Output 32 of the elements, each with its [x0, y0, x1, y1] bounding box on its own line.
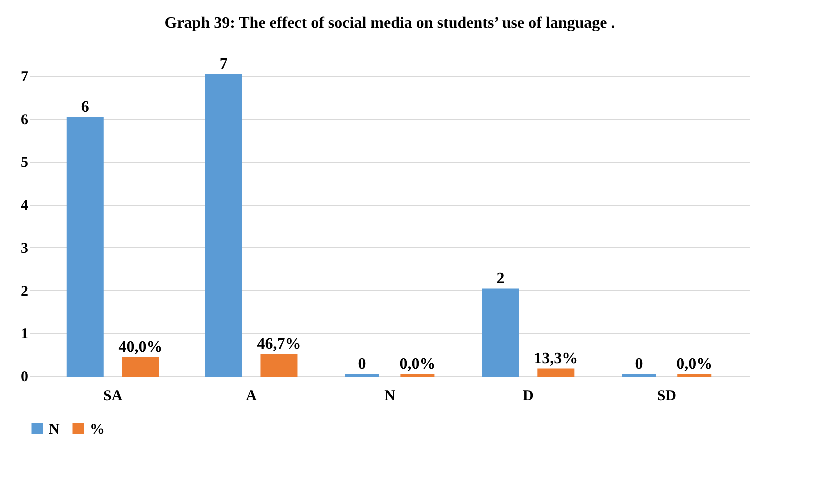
bar — [66, 117, 104, 378]
bar — [205, 74, 242, 378]
bar — [482, 288, 520, 378]
y-tick-label: 3 — [21, 240, 28, 257]
data-label: 46,7% — [257, 336, 302, 353]
x-tick-label: SD — [657, 388, 677, 404]
y-tick-label: 0 — [21, 370, 28, 386]
data-label: 13,3% — [534, 350, 578, 368]
data-label: 0,0% — [400, 356, 436, 373]
data-label: 40,0% — [118, 338, 163, 356]
x-tick-label: N — [384, 388, 396, 404]
bar — [538, 368, 575, 378]
data-label: 2 — [496, 270, 505, 288]
bar — [260, 354, 298, 378]
y-tick-label: 2 — [21, 284, 28, 300]
data-label: 0 — [635, 356, 644, 373]
chart-title: Graph 39: The effect of social media on students’ use of language . — [164, 15, 616, 32]
bar — [122, 357, 160, 378]
y-tick-label: 4 — [21, 198, 29, 214]
x-tick-label: A — [246, 388, 258, 404]
data-label: 6 — [81, 98, 90, 116]
data-label: 7 — [220, 56, 228, 73]
y-tick-label: 6 — [21, 112, 29, 128]
data-label: 0,0% — [676, 356, 713, 373]
y-tick-label: 7 — [21, 70, 29, 86]
legend-label: N — [49, 422, 60, 438]
y-tick-label: 5 — [21, 155, 28, 172]
data-label: 0 — [358, 356, 366, 373]
x-tick-label: D — [523, 388, 534, 404]
legend-label: % — [90, 422, 105, 438]
y-tick-label: 1 — [21, 326, 28, 343]
x-tick-label: SA — [103, 388, 123, 404]
